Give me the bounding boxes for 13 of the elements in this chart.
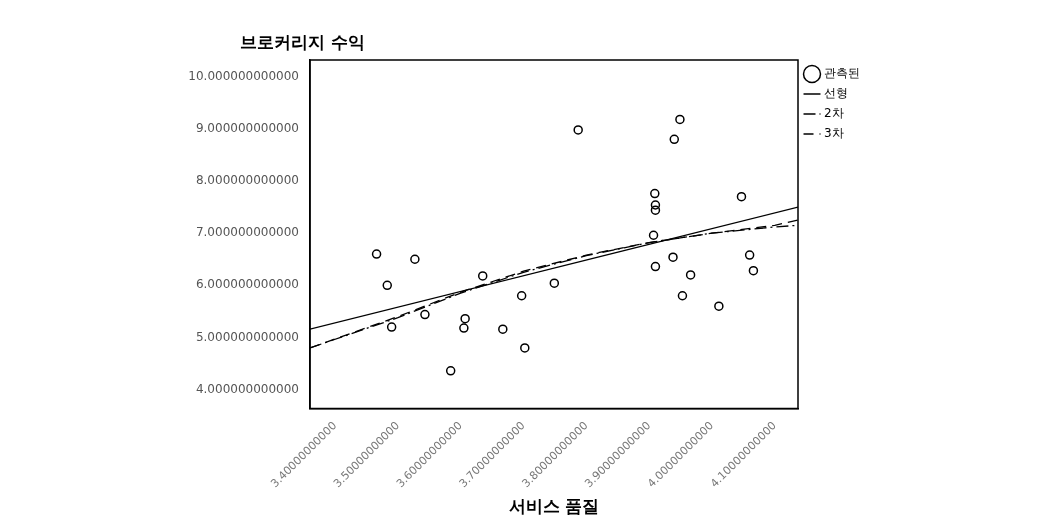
legend-label: 관측된 — [824, 66, 860, 81]
y-tick-label: 10.000000000000 — [188, 68, 299, 83]
y-tick-label: 4.000000000000 — [195, 381, 299, 396]
y-tick-label: 8.000000000000 — [195, 173, 299, 188]
legend-label: 3차 — [824, 126, 844, 141]
legend-label: 선형 — [824, 86, 848, 101]
y-tick-label: 9.000000000000 — [195, 120, 299, 135]
y-axis-title: 브로커리지 수익 — [240, 31, 365, 52]
y-tick-label: 7.000000000000 — [195, 225, 299, 240]
legend-label: 2차 — [824, 106, 844, 121]
x-axis-title: 서비스 품질 — [508, 496, 600, 517]
y-tick-label: 6.000000000000 — [195, 277, 299, 292]
y-tick-label: 5.000000000000 — [195, 329, 299, 344]
